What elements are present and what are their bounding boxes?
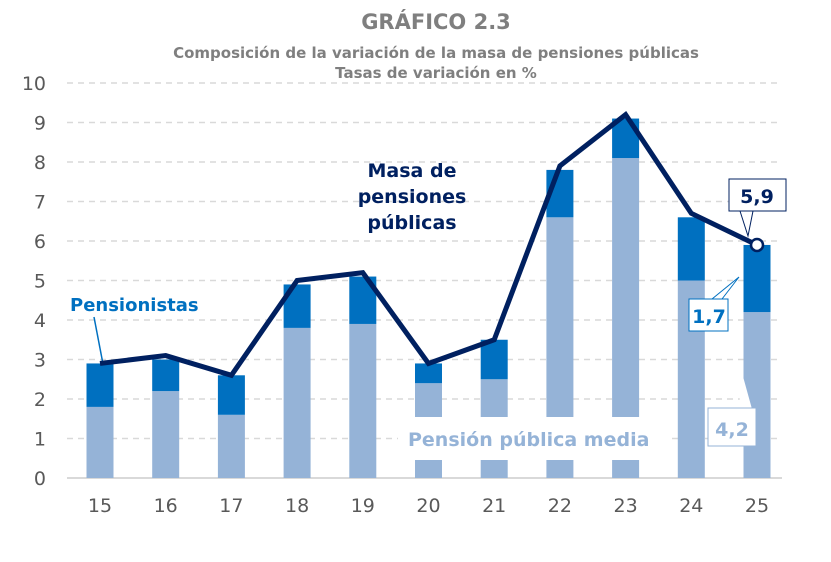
x-tick-label: 16: [154, 495, 178, 517]
masa-label-line-2: pensiones: [358, 186, 467, 208]
bar-pension-media: [152, 391, 180, 478]
y-tick-label: 4: [34, 310, 46, 332]
gridlines: [67, 82, 782, 479]
y-tick-label: 8: [34, 152, 46, 174]
bar-pensionistas: [152, 359, 180, 392]
bar-pensionistas: [86, 363, 114, 407]
bar-pensionistas: [480, 339, 508, 380]
bar-pensionistas: [217, 375, 245, 415]
bar-pensionistas: [415, 363, 442, 384]
chart-title: GRÁFICO 2.3: [361, 9, 511, 34]
chart-subtitle-1: Composición de la variación de la masa d…: [173, 44, 699, 62]
pensionistas-label: Pensionistas: [70, 295, 199, 316]
bar-pensionistas: [743, 244, 771, 313]
y-tick-label: 2: [34, 389, 46, 411]
masa-label-line-1: Masa de: [368, 160, 457, 182]
x-tick-label: 21: [482, 495, 506, 517]
pension-media-data-label: 4,2: [715, 419, 749, 441]
total-label-pointer: [739, 210, 754, 238]
x-tick-label: 18: [285, 495, 309, 517]
y-tick-label: 3: [34, 350, 46, 372]
pension-media-label-bg: [398, 417, 670, 460]
x-tick-label: 19: [351, 495, 375, 517]
y-tick-label: 10: [22, 73, 46, 95]
pensionistas-data-label: 1,7: [692, 306, 726, 328]
x-tick-label: 20: [416, 495, 440, 517]
y-tick-label: 9: [34, 113, 46, 135]
bar-pension-media: [86, 406, 114, 478]
pensionistas-leader: [93, 316, 104, 365]
pension-media-label: Pensión pública media: [408, 429, 649, 451]
line-end-marker: [749, 237, 765, 253]
pension-media-value-pointer: [739, 362, 752, 409]
line-series: [99, 110, 765, 379]
x-tick-label: 23: [614, 495, 638, 517]
total-data-label: 5,9: [740, 186, 774, 208]
chart-subtitle-2: Tasas de variación en %: [335, 64, 537, 82]
x-tick-label: 22: [548, 495, 572, 517]
x-tick-label: 17: [219, 495, 243, 517]
pensionistas-value-box: [688, 298, 729, 332]
y-tick-label: 6: [34, 231, 46, 253]
x-tick-label: 15: [88, 495, 112, 517]
x-tick-label: 24: [679, 495, 703, 517]
y-tick-label: 7: [34, 192, 46, 214]
x-tick-label: 25: [745, 495, 769, 517]
bar-pension-media: [217, 414, 245, 478]
line-masa-pensiones: [99, 110, 759, 379]
bar-pensionistas: [677, 217, 705, 281]
y-axis-ticks: 0 1 2 3 4 5 6 7 8 9 10: [22, 73, 46, 490]
masa-label: Masa de pensiones públicas: [358, 160, 467, 234]
bar-pension-media: [283, 327, 311, 478]
pensionistas-label-pointer: [711, 276, 740, 300]
x-axis-ticks: 15 16 17 18 19 20 21 22 23 24 25: [88, 495, 769, 517]
bar-pension-media: [349, 323, 377, 478]
y-tick-label: 5: [34, 271, 46, 293]
pension-media-value-box: [707, 407, 757, 447]
masa-label-line-3: públicas: [367, 212, 456, 234]
total-label-box: [728, 178, 787, 212]
y-tick-label: 1: [34, 429, 46, 451]
y-tick-label: 0: [34, 468, 46, 490]
